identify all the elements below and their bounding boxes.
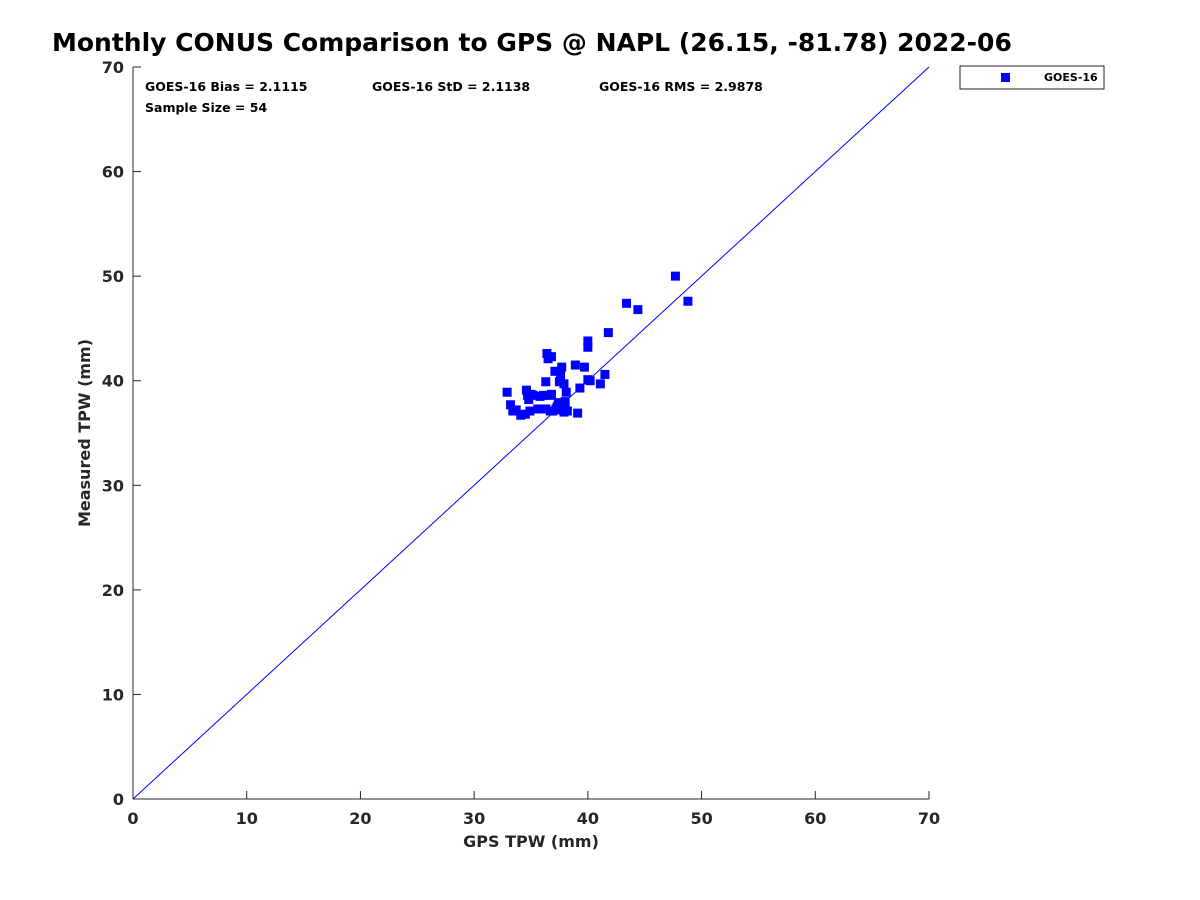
- data-point: [520, 409, 530, 419]
- data-point: [553, 398, 563, 408]
- data-point: [541, 404, 551, 414]
- data-point: [575, 383, 585, 393]
- data-point: [600, 369, 610, 379]
- data-point: [583, 342, 593, 352]
- data-point: [525, 406, 535, 416]
- legend-box: [959, 65, 1105, 90]
- stat-rms: GOES-16 RMS = 2.9878: [599, 79, 763, 94]
- x-tick-label: 70: [918, 809, 940, 828]
- data-points-group: [502, 271, 693, 420]
- y-tick-label: 30: [102, 476, 124, 495]
- x-axis-label: GPS TPW (mm): [463, 832, 599, 851]
- data-point: [622, 298, 632, 308]
- y-tick-label: 0: [113, 790, 124, 809]
- data-point: [545, 406, 555, 416]
- data-point: [516, 410, 526, 420]
- data-point: [583, 336, 593, 346]
- data-point: [521, 385, 531, 395]
- data-point: [533, 404, 543, 414]
- data-point: [546, 352, 556, 362]
- x-tick-label: 60: [804, 809, 826, 828]
- axes-group: 0 10 20 30 40 50 60 70 0 10 20 30 40 50 60 70: [102, 58, 940, 828]
- x-tick-label: 20: [349, 809, 371, 828]
- y-tick-label: 20: [102, 581, 124, 600]
- one-to-one-line: [132, 66, 930, 800]
- data-point: [633, 305, 643, 315]
- x-tick-label: 10: [236, 809, 258, 828]
- x-tick-label: 30: [463, 809, 485, 828]
- data-point: [579, 362, 589, 372]
- y-tick-label: 60: [102, 163, 124, 182]
- legend: GOES-16: [959, 65, 1105, 90]
- x-tick-label: 50: [690, 809, 712, 828]
- stat-sample-size: Sample Size = 54: [145, 100, 267, 115]
- data-point: [524, 395, 534, 405]
- data-point: [554, 405, 564, 415]
- data-point: [560, 397, 570, 407]
- data-point: [560, 403, 570, 413]
- stat-std: GOES-16 StD = 2.1138: [372, 79, 530, 94]
- y-tick-label: 50: [102, 267, 124, 286]
- data-point: [670, 271, 680, 281]
- y-tick-label: 40: [102, 372, 124, 391]
- data-point: [559, 379, 569, 389]
- data-point: [573, 408, 583, 418]
- data-point: [546, 389, 556, 399]
- data-point: [683, 296, 693, 306]
- data-point: [539, 390, 549, 400]
- data-point: [603, 328, 613, 338]
- data-point: [541, 377, 551, 387]
- data-point: [561, 387, 571, 397]
- data-point: [526, 389, 536, 399]
- data-point: [506, 400, 516, 410]
- chart-title: Monthly CONUS Comparison to GPS @ NAPL (…: [52, 28, 1012, 57]
- legend-marker: [1001, 73, 1010, 82]
- data-point: [554, 377, 564, 387]
- y-tick-label: 10: [102, 685, 124, 704]
- stats-annotation-group: GOES-16 Bias = 2.1115 GOES-16 StD = 2.11…: [145, 79, 763, 115]
- data-point: [557, 362, 567, 372]
- y-tick-label: 70: [102, 58, 124, 77]
- data-point: [595, 379, 605, 389]
- x-tick-label: 40: [577, 809, 599, 828]
- y-axis-label: Measured TPW (mm): [75, 339, 94, 527]
- data-point: [502, 387, 512, 397]
- data-point: [556, 370, 566, 380]
- data-point: [585, 376, 595, 386]
- legend-label: GOES-16: [1044, 71, 1098, 84]
- x-tick-label: 0: [127, 809, 138, 828]
- data-point: [550, 366, 560, 376]
- stat-bias: GOES-16 Bias = 2.1115: [145, 79, 307, 94]
- data-point: [570, 360, 580, 370]
- data-point: [511, 405, 521, 415]
- data-point: [542, 349, 552, 359]
- reference-line-group: [132, 66, 930, 800]
